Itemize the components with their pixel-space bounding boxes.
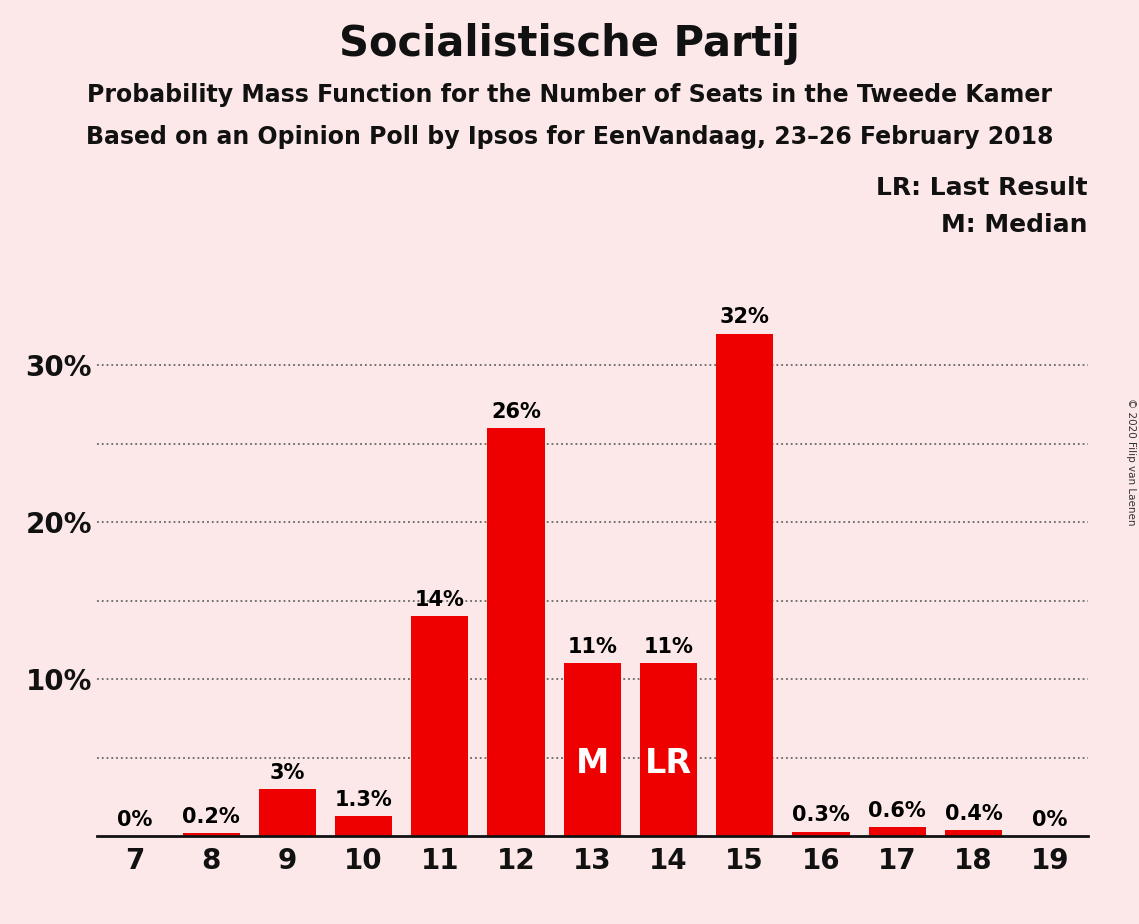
Bar [487, 428, 544, 836]
Text: 0.2%: 0.2% [182, 807, 240, 827]
Text: 0%: 0% [117, 810, 153, 830]
Bar [945, 830, 1002, 836]
Text: M: Median: M: Median [941, 213, 1088, 237]
Bar [793, 832, 850, 836]
Text: Based on an Opinion Poll by Ipsos for EenVandaag, 23–26 February 2018: Based on an Opinion Poll by Ipsos for Ee… [85, 125, 1054, 149]
Bar [869, 827, 926, 836]
Text: © 2020 Filip van Laenen: © 2020 Filip van Laenen [1126, 398, 1136, 526]
Text: 32%: 32% [720, 308, 770, 327]
Bar [335, 816, 392, 836]
Bar [259, 789, 316, 836]
Text: 26%: 26% [491, 402, 541, 421]
Text: LR: Last Result: LR: Last Result [876, 176, 1088, 200]
Text: 1.3%: 1.3% [335, 789, 393, 809]
Text: Socialistische Partij: Socialistische Partij [339, 23, 800, 65]
Text: 0.3%: 0.3% [792, 805, 850, 825]
Text: 0%: 0% [1032, 810, 1067, 830]
Text: 0.6%: 0.6% [868, 800, 926, 821]
Bar [182, 833, 239, 836]
Bar [411, 616, 468, 836]
Text: LR: LR [645, 748, 693, 780]
Bar [716, 334, 773, 836]
Text: 14%: 14% [415, 590, 465, 610]
Text: 3%: 3% [270, 763, 305, 783]
Bar [640, 663, 697, 836]
Text: 11%: 11% [644, 638, 694, 657]
Text: 11%: 11% [567, 638, 617, 657]
Text: Probability Mass Function for the Number of Seats in the Tweede Kamer: Probability Mass Function for the Number… [87, 83, 1052, 107]
Text: M: M [575, 748, 609, 780]
Text: 0.4%: 0.4% [944, 804, 1002, 823]
Bar [564, 663, 621, 836]
